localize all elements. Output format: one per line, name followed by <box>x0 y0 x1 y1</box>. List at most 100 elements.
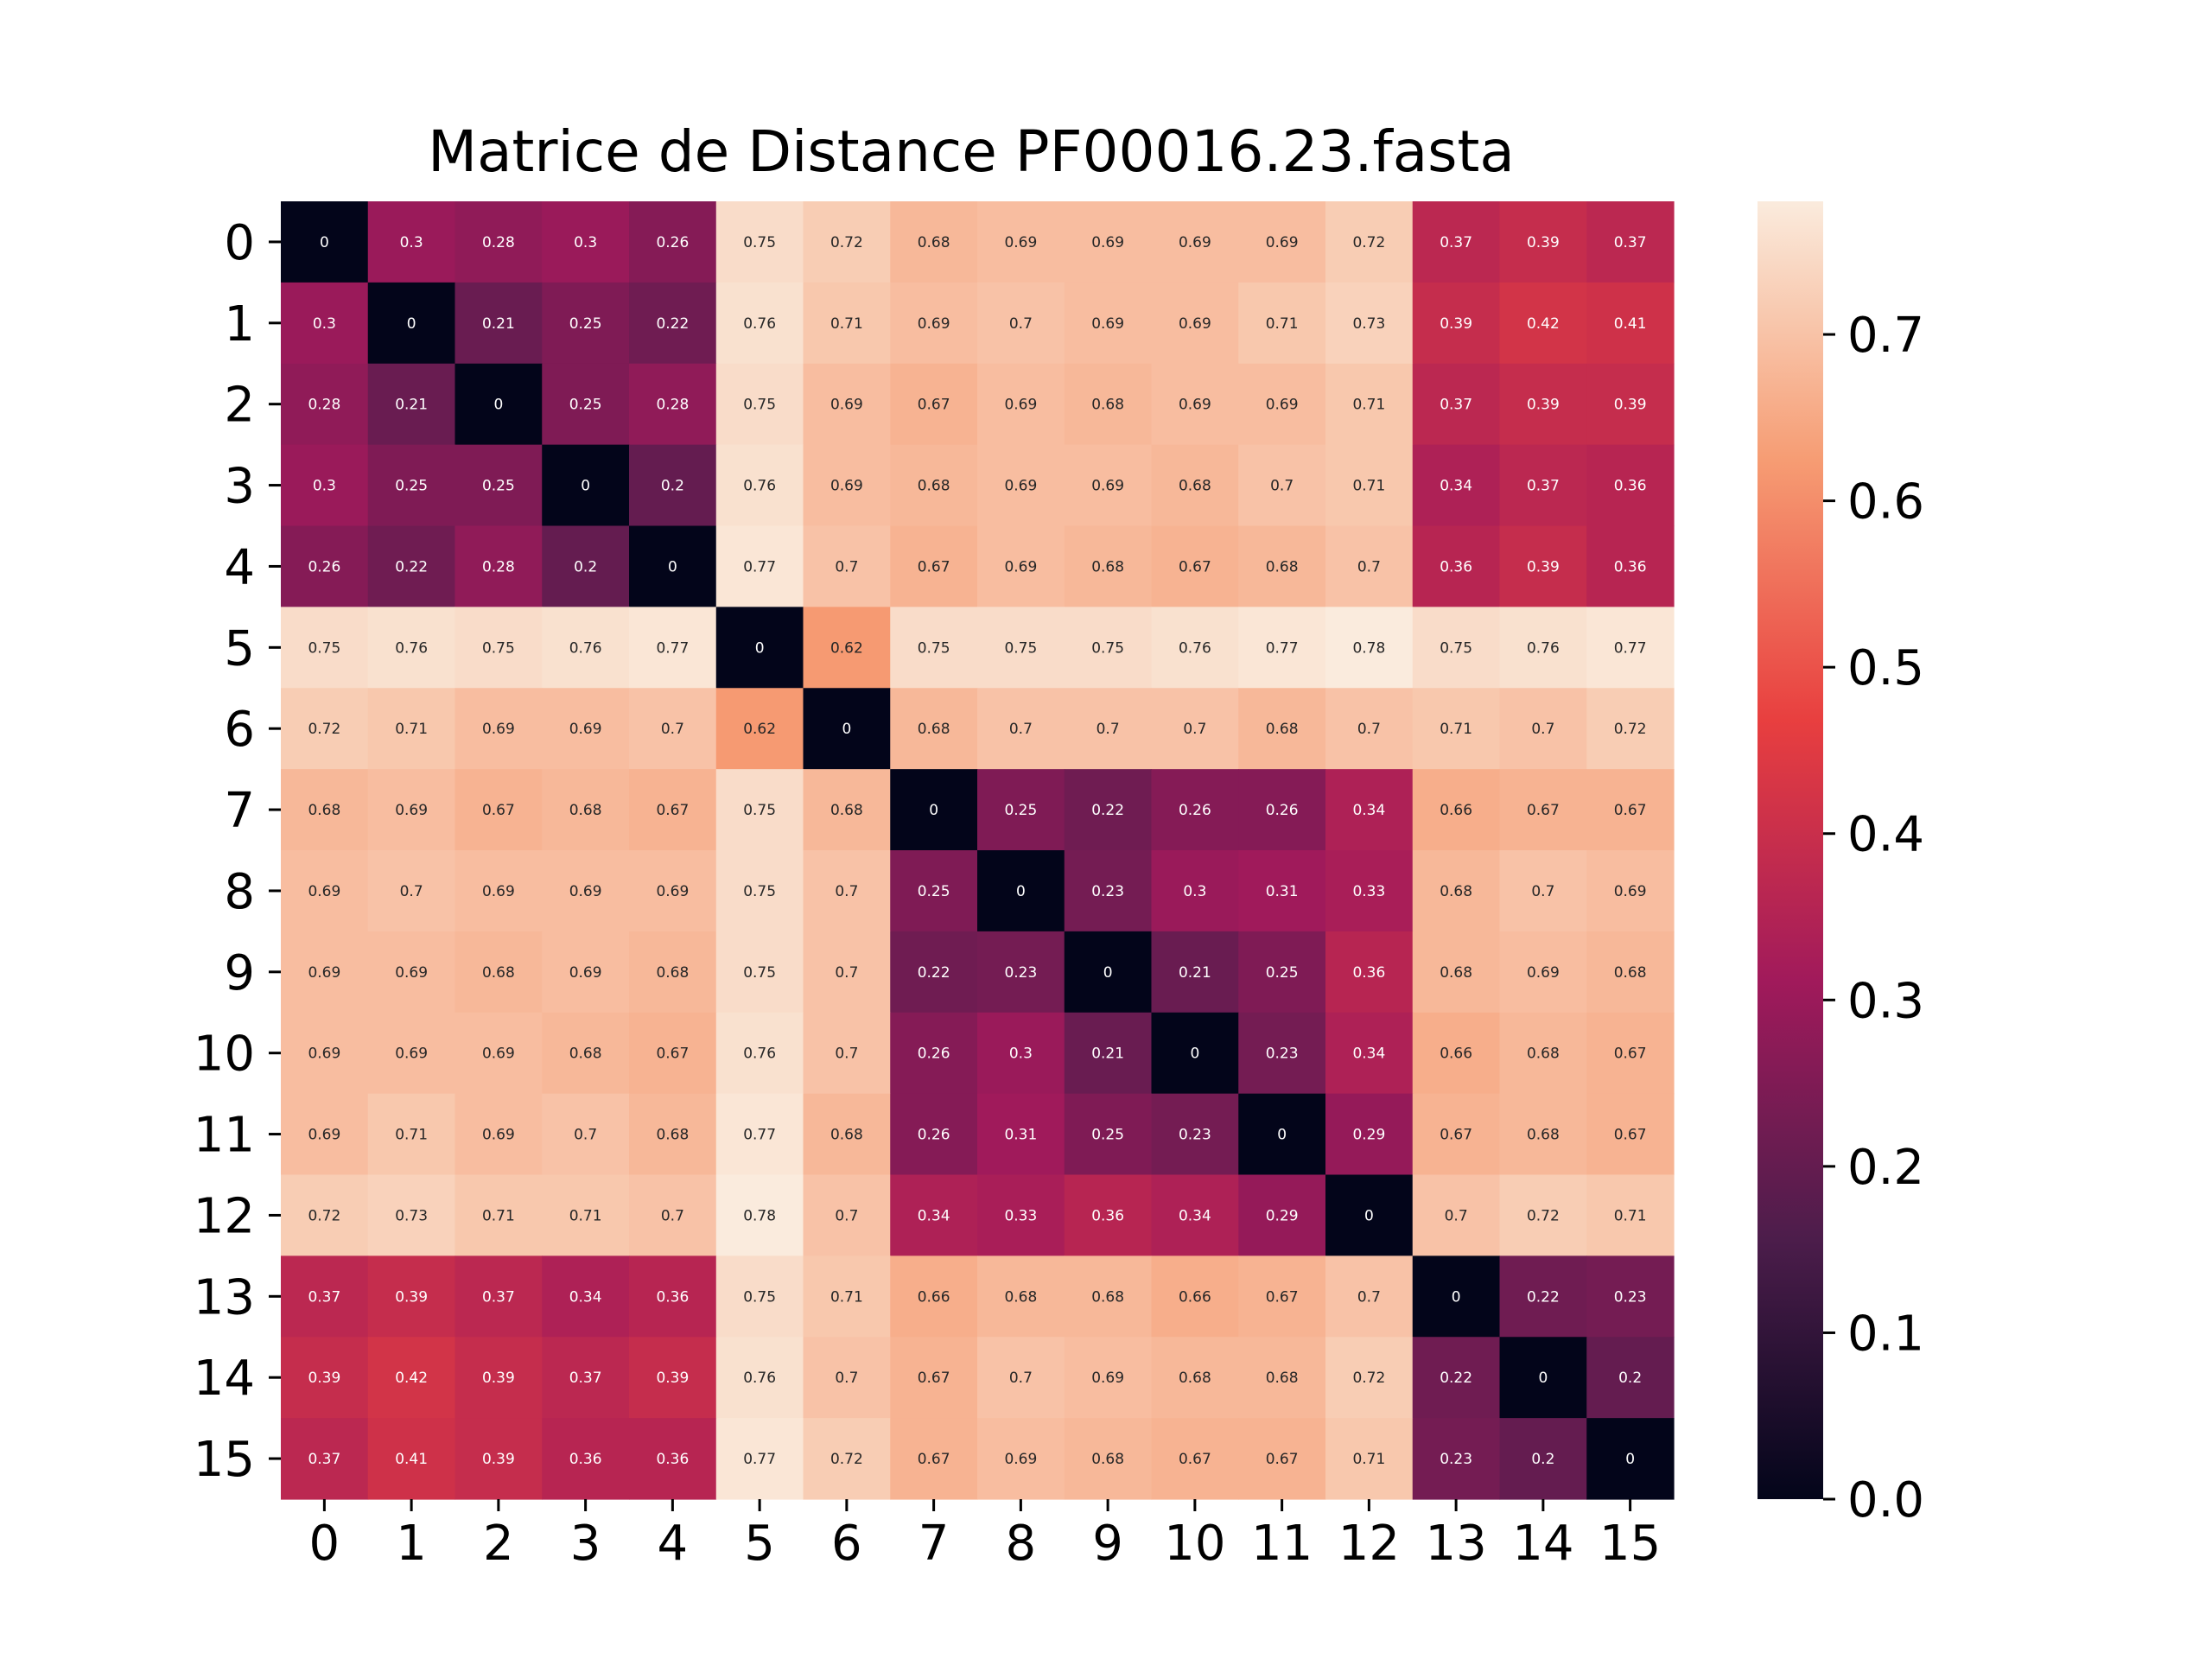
heatmap-cell-11-9 <box>1064 1093 1153 1176</box>
cell-value-9-8: 0.23 <box>1004 964 1037 982</box>
heatmap-cell-8-2 <box>454 850 543 932</box>
cell-value-0-9: 0.69 <box>1091 234 1124 251</box>
cell-value-8-5: 0.75 <box>743 883 776 900</box>
heatmap-cell-4-9 <box>1064 525 1153 607</box>
heatmap-cell-7-14 <box>1499 769 1587 851</box>
cell-value-8-14: 0.7 <box>1531 883 1554 900</box>
heatmap-cell-14-13 <box>1412 1337 1501 1419</box>
heatmap-cell-12-6 <box>803 1174 891 1256</box>
y-tick-label-0: 0 <box>224 215 255 271</box>
cell-value-13-10: 0.66 <box>1179 1288 1211 1306</box>
cell-value-12-10: 0.34 <box>1179 1207 1211 1224</box>
heatmap-cell-7-5 <box>715 769 804 851</box>
cell-value-4-13: 0.36 <box>1440 558 1472 575</box>
heatmap-cell-8-12 <box>1325 850 1414 932</box>
colorbar-tick-label-2: 0.2 <box>1847 1140 1924 1196</box>
heatmap-cell-12-4 <box>629 1174 717 1256</box>
x-tick-label-11: 11 <box>1251 1516 1313 1572</box>
heatmap-cell-0-0 <box>281 201 369 283</box>
heatmap-cell-8-5 <box>715 850 804 932</box>
heatmap-cell-12-13 <box>1412 1174 1501 1256</box>
cell-value-3-10: 0.68 <box>1179 478 1211 495</box>
heatmap-cell-2-15 <box>1586 363 1675 446</box>
cell-value-12-8: 0.33 <box>1004 1207 1037 1224</box>
cell-value-0-0: 0 <box>320 234 329 251</box>
heatmap-cell-7-8 <box>977 769 1065 851</box>
cell-value-8-3: 0.69 <box>569 883 602 900</box>
heatmap-cell-15-11 <box>1238 1418 1326 1500</box>
heatmap-cell-11-11 <box>1238 1093 1326 1176</box>
cell-value-9-4: 0.68 <box>656 964 689 982</box>
cell-value-1-6: 0.71 <box>830 315 863 333</box>
heatmap-cell-13-10 <box>1151 1255 1239 1338</box>
cell-value-14-10: 0.68 <box>1179 1370 1211 1387</box>
cell-value-6-5: 0.62 <box>743 721 776 738</box>
heatmap-cell-7-3 <box>542 769 630 851</box>
cell-value-6-13: 0.71 <box>1440 721 1472 738</box>
heatmap-cell-1-10 <box>1151 282 1239 365</box>
heatmap-cell-10-11 <box>1238 1012 1326 1095</box>
heatmap-cell-14-15 <box>1586 1337 1675 1419</box>
cell-value-6-0: 0.72 <box>308 721 340 738</box>
cell-value-11-11: 0 <box>1277 1127 1287 1144</box>
heatmap-cell-2-7 <box>890 363 978 446</box>
cell-value-1-15: 0.41 <box>1614 315 1647 333</box>
heatmap-cell-15-10 <box>1151 1418 1239 1500</box>
cell-value-13-2: 0.37 <box>482 1288 515 1306</box>
cell-value-2-12: 0.71 <box>1352 397 1385 414</box>
cell-value-3-1: 0.25 <box>395 478 428 495</box>
heatmap-cell-10-9 <box>1064 1012 1153 1095</box>
cell-value-5-5: 0 <box>755 639 765 657</box>
cell-value-11-1: 0.71 <box>395 1127 428 1144</box>
heatmap-cell-9-1 <box>367 931 456 1014</box>
heatmap-cell-6-4 <box>629 688 717 770</box>
heatmap-cell-4-13 <box>1412 525 1501 607</box>
heatmap-cell-4-0 <box>281 525 369 607</box>
heatmap-cell-8-14 <box>1499 850 1587 932</box>
heatmap-cell-1-8 <box>977 282 1065 365</box>
cell-value-8-11: 0.31 <box>1266 883 1299 900</box>
cell-value-15-14: 0.2 <box>1531 1451 1554 1468</box>
cell-value-9-10: 0.21 <box>1179 964 1211 982</box>
heatmap-cell-13-5 <box>715 1255 804 1338</box>
cell-value-4-3: 0.2 <box>574 558 597 575</box>
cell-value-14-13: 0.22 <box>1440 1370 1472 1387</box>
cell-value-4-8: 0.69 <box>1004 558 1037 575</box>
cell-value-10-5: 0.76 <box>743 1046 776 1063</box>
cell-value-1-7: 0.69 <box>918 315 950 333</box>
heatmap-cell-7-6 <box>803 769 891 851</box>
cell-value-8-13: 0.68 <box>1440 883 1472 900</box>
x-axis: 0 1 2 3 4 5 6 7 8 9 10 11 12 13 14 15 <box>309 1499 1661 1572</box>
heatmap-cell-3-2 <box>454 444 543 527</box>
heatmap-cell-4-8 <box>977 525 1065 607</box>
cell-value-12-12: 0 <box>1364 1207 1374 1224</box>
heatmap-cell-13-3 <box>542 1255 630 1338</box>
cell-value-13-7: 0.66 <box>918 1288 950 1306</box>
heatmap-cell-0-5 <box>715 201 804 283</box>
cell-value-14-12: 0.72 <box>1352 1370 1385 1387</box>
heatmap-cell-1-13 <box>1412 282 1501 365</box>
cell-value-6-8: 0.7 <box>1009 721 1033 738</box>
cell-value-6-7: 0.68 <box>918 721 950 738</box>
cell-value-4-5: 0.77 <box>743 558 776 575</box>
heatmap-cell-12-3 <box>542 1174 630 1256</box>
cell-value-11-10: 0.23 <box>1179 1127 1211 1144</box>
heatmap-cell-13-0 <box>281 1255 369 1338</box>
heatmap-cell-13-4 <box>629 1255 717 1338</box>
x-tick-label-9: 9 <box>1092 1516 1123 1572</box>
cell-value-12-15: 0.71 <box>1614 1207 1647 1224</box>
heatmap-cell-7-0 <box>281 769 369 851</box>
cell-value-5-12: 0.78 <box>1352 639 1385 657</box>
cell-value-12-9: 0.36 <box>1091 1207 1124 1224</box>
x-tick-label-2: 2 <box>483 1516 514 1572</box>
cell-value-13-14: 0.22 <box>1527 1288 1560 1306</box>
cell-value-1-1: 0 <box>407 315 416 333</box>
cell-value-6-15: 0.72 <box>1614 721 1647 738</box>
heatmap-cell-5-1 <box>367 607 456 689</box>
cell-value-15-5: 0.77 <box>743 1451 776 1468</box>
cell-value-7-3: 0.68 <box>569 802 602 819</box>
cell-value-5-4: 0.77 <box>656 639 689 657</box>
heatmap-cell-13-12 <box>1325 1255 1414 1338</box>
heatmap-cell-13-6 <box>803 1255 891 1338</box>
